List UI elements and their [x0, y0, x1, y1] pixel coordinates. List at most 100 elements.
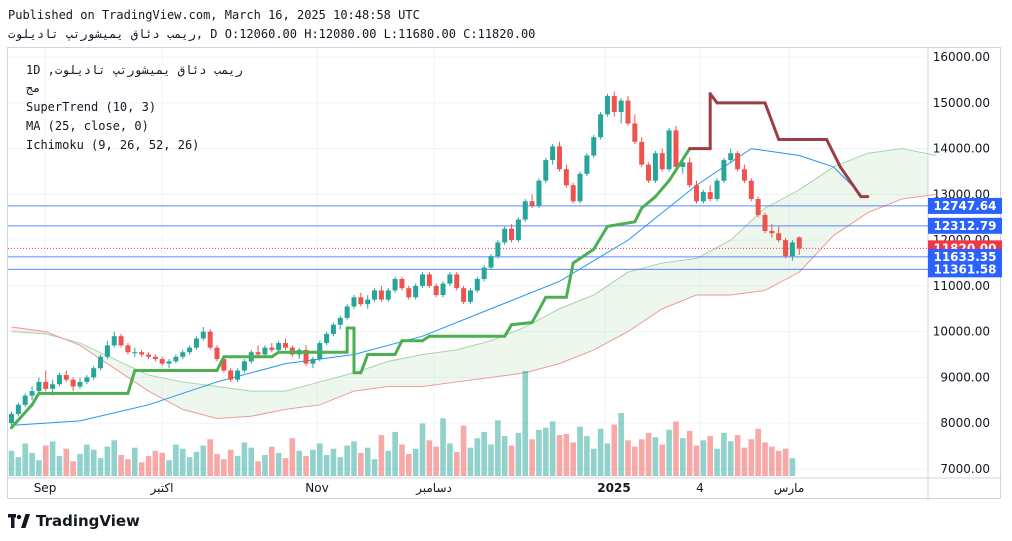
candle-body	[15, 404, 21, 414]
candle-body	[152, 356, 158, 360]
candle-body	[714, 180, 720, 199]
volume-bar	[467, 447, 474, 476]
y-tick-label: 8000.00	[940, 416, 990, 430]
candle-body	[646, 164, 652, 181]
candle-body	[700, 192, 706, 202]
volume-bar	[111, 440, 118, 476]
volume-bar	[584, 436, 590, 476]
price-label-text: 11361.58	[933, 262, 996, 276]
x-tick-label: اکتبر	[150, 481, 174, 496]
published-info: Published on TradingView.com, March 16, …	[8, 8, 420, 22]
volume-bar	[166, 460, 172, 476]
volume-bar	[227, 449, 234, 476]
candle-body	[385, 290, 391, 300]
volume-bar	[104, 446, 111, 476]
candle-body	[50, 384, 56, 389]
volume-bar	[173, 444, 179, 476]
legend-supertrend[interactable]: SuperTrend (10, 3)	[26, 100, 157, 114]
candle-body	[351, 297, 357, 307]
y-tick-label: 10000.00	[933, 325, 990, 339]
volume-bar	[193, 451, 200, 476]
volume-bar	[577, 426, 583, 476]
candle-body	[22, 395, 28, 405]
volume-bar	[371, 459, 378, 476]
candle-body	[440, 283, 446, 296]
volume-bar	[358, 452, 364, 476]
volume-bar	[549, 421, 556, 476]
candle-body	[146, 354, 151, 357]
tradingview-logo-icon	[8, 514, 30, 528]
volume-bar	[700, 440, 707, 476]
volume-bar	[762, 442, 768, 476]
volume-bar	[570, 442, 576, 476]
ichimoku-cloud-segment	[182, 381, 217, 419]
volume-bar	[632, 446, 638, 476]
legend-ma[interactable]: MA (25, close, 0)	[26, 119, 149, 133]
volume-bar	[29, 452, 35, 476]
candle-body	[159, 359, 165, 364]
candle-body	[433, 285, 439, 296]
volume-bar	[775, 450, 782, 476]
legend-ichimoku[interactable]: Ichimoku (9, 26, 52, 26)	[26, 138, 200, 152]
volume-bar	[296, 450, 302, 476]
ichimoku-cloud-segment	[799, 166, 834, 273]
candle-body	[625, 100, 631, 124]
candle-body	[515, 219, 521, 241]
volume-bar	[248, 447, 255, 476]
candlestick-chart[interactable]: 7000.008000.009000.0010000.0011000.00120…	[8, 48, 1002, 500]
candle-body	[358, 297, 364, 305]
volume-bar	[132, 447, 138, 476]
candle-body	[276, 343, 282, 350]
candle-body	[193, 338, 199, 348]
candle-body	[104, 345, 110, 357]
volume-bar	[125, 459, 131, 476]
candle-body	[584, 155, 590, 174]
volume-bar	[282, 458, 289, 476]
volume-bar	[481, 431, 487, 476]
ichimoku-cloud-segment	[730, 208, 765, 296]
candle-body	[29, 391, 35, 396]
volume-bar	[8, 450, 15, 476]
ichimoku-span-a	[11, 148, 937, 392]
symbol-ohlc-line: ريمب دئاق يميشورتپ تاديلوت, D O:12060.00…	[8, 27, 536, 41]
candle-body	[399, 279, 405, 289]
volume-bar	[563, 434, 570, 476]
candle-body	[269, 347, 275, 350]
candle-body	[467, 290, 473, 302]
volume-bar	[289, 438, 296, 476]
price-label-box	[928, 217, 1002, 234]
ichimoku-cloud-segment	[491, 327, 526, 378]
candle-body	[604, 96, 610, 115]
candle-body	[255, 352, 261, 355]
ichimoku-cloud-segment	[628, 263, 663, 332]
volume-bar	[453, 451, 460, 476]
volume-bar	[645, 432, 652, 476]
candle-body	[796, 237, 802, 249]
volume-bar	[323, 455, 330, 476]
volume-bar	[234, 456, 241, 476]
tradingview-logo[interactable]: TradingView	[8, 512, 140, 530]
volume-bar	[42, 445, 49, 476]
volume-bar	[714, 448, 720, 476]
volume-bar	[659, 444, 666, 476]
candle-body	[378, 290, 384, 300]
candle-body	[474, 279, 480, 291]
supertrend-segment	[510, 320, 534, 327]
volume-bar	[433, 446, 439, 476]
price-label-text: 12747.64	[933, 199, 996, 213]
volume-bar	[22, 443, 28, 476]
chart-frame[interactable]: 7000.00 8000.00 9000.00 10000.00 11000.00 120…	[7, 47, 1002, 500]
volume-bar	[604, 443, 611, 476]
candle-body	[365, 299, 371, 305]
volume-bar	[474, 438, 481, 476]
supertrend-segment	[359, 352, 370, 375]
candle-body	[91, 368, 97, 378]
volume-bar	[316, 443, 323, 476]
volume-bar	[741, 447, 748, 476]
ichimoku-cloud-segment	[765, 189, 800, 291]
candle-body	[118, 336, 124, 346]
supertrend-segment	[592, 224, 609, 251]
volume-bar	[406, 453, 412, 476]
volume-bar	[179, 448, 186, 476]
ichimoku-cloud-segment	[388, 354, 423, 387]
